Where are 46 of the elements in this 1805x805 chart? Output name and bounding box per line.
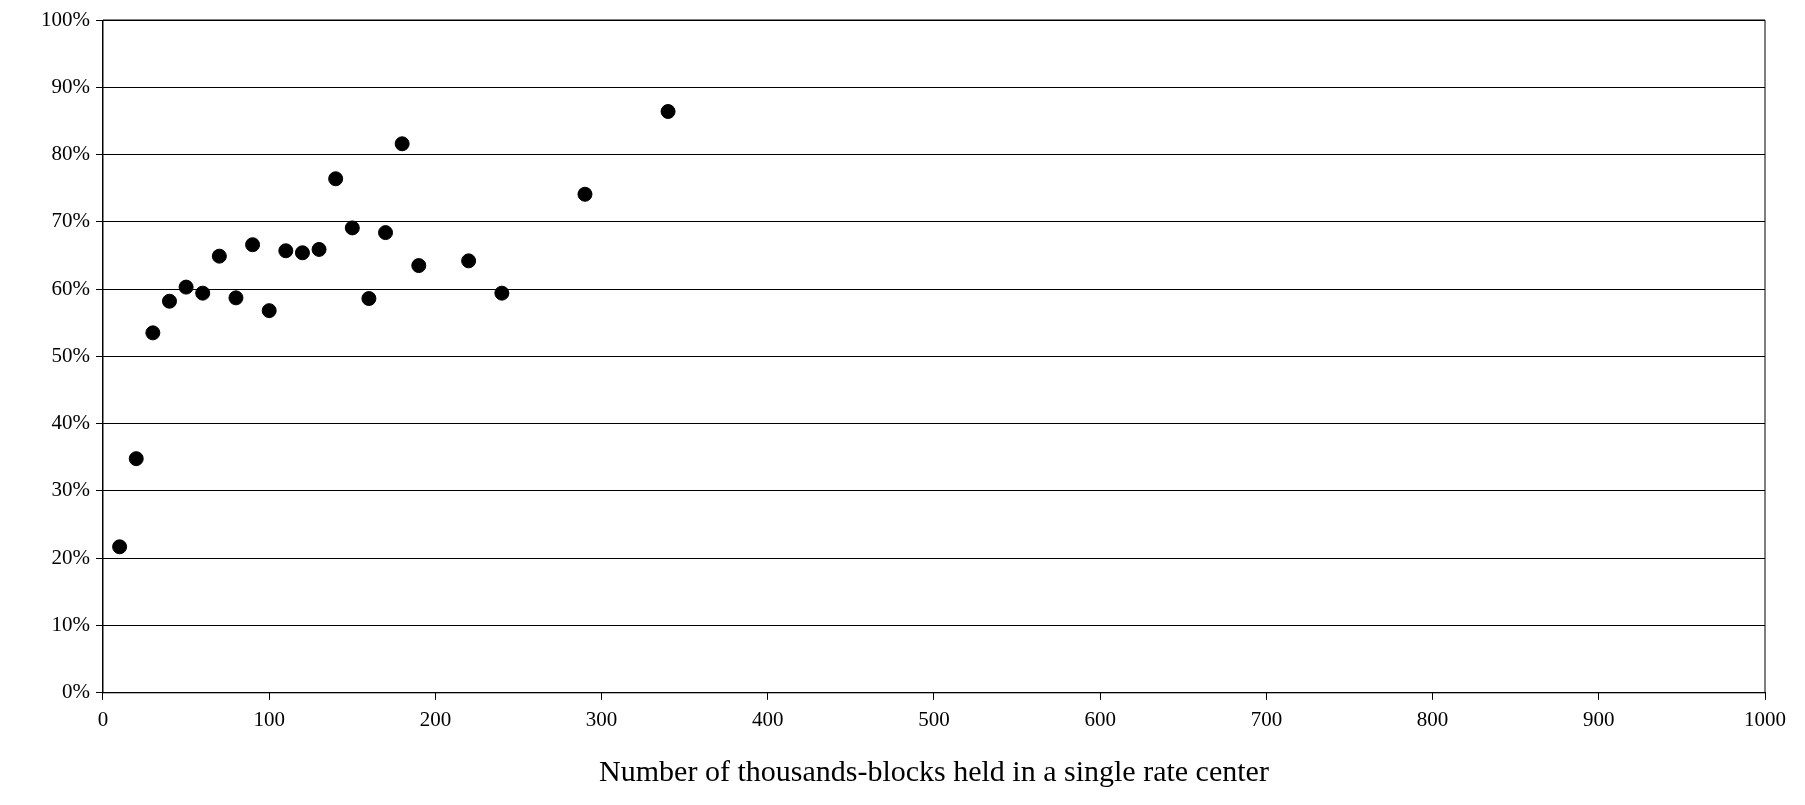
x-tick-label: 800 [1416,706,1449,731]
point [378,225,394,241]
point [145,325,161,341]
point [128,451,144,467]
y-tick-label: 20% [51,544,90,569]
point [461,253,477,269]
x-tick-label: 600 [1084,706,1116,731]
point [195,285,211,301]
point [394,136,410,152]
point [344,220,360,236]
x-tick-label: 1000 [1744,706,1786,731]
point [328,171,344,187]
point [161,293,177,309]
y-tick-label: 10% [51,612,90,637]
y-tick-label: 40% [51,410,90,435]
x-tick-label: 0 [97,706,109,731]
y-tick-label: 70% [51,208,90,233]
x-tick-label: 500 [918,706,950,731]
x-tick-label: 100 [253,706,285,731]
y-tick-label: 80% [51,141,90,166]
y-tick-label: 50% [51,342,90,367]
point [112,539,128,555]
point [211,248,227,264]
point [261,303,277,319]
point [311,241,327,257]
point [228,290,244,306]
point [577,186,593,202]
x-tick-label: 900 [1583,706,1615,731]
y-tick-label: 60% [51,275,90,300]
point [178,279,194,295]
point [494,285,510,301]
point [660,104,676,119]
point [245,237,261,253]
y-tick-label: 30% [51,477,90,502]
x-tick-label: 200 [419,706,452,731]
x-tick-label: 400 [752,706,784,731]
point [411,258,427,274]
x-axis-title: Number of thousands-blocks held in a single rate center [599,753,1269,787]
point [294,245,310,261]
y-tick-label: 90% [51,73,90,98]
x-tick-label: 700 [1250,706,1283,731]
y-tick-label: 100% [40,6,90,31]
point [278,243,294,259]
point [361,291,377,307]
x-tick-label: 300 [585,706,618,731]
y-tick-label: 0% [61,679,90,704]
